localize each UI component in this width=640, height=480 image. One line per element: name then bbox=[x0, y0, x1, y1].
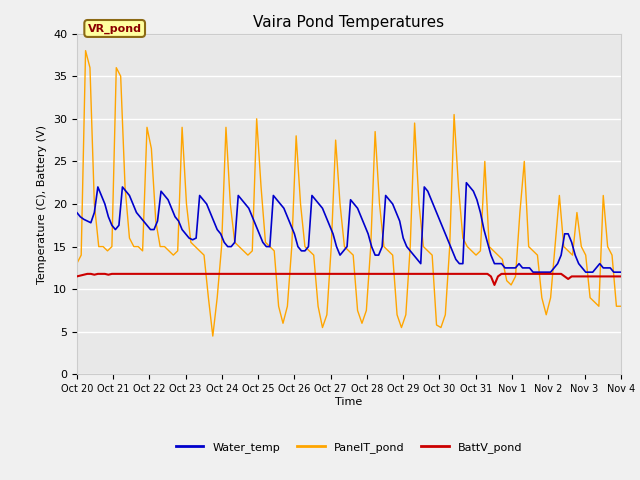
PanelT_pond bbox=[82, 48, 90, 54]
Y-axis label: Temperature (C), Battery (V): Temperature (C), Battery (V) bbox=[37, 124, 47, 284]
X-axis label: Time: Time bbox=[335, 397, 362, 407]
PanelT_pond bbox=[591, 299, 598, 305]
Water_temp bbox=[210, 218, 218, 224]
Water_temp bbox=[449, 248, 456, 254]
Water_temp bbox=[276, 201, 284, 207]
PanelT_pond bbox=[222, 124, 230, 130]
BattV_pond bbox=[213, 271, 221, 277]
Water_temp bbox=[73, 210, 81, 216]
PanelT_pond bbox=[538, 295, 546, 300]
PanelT_pond bbox=[551, 244, 559, 250]
Water_temp bbox=[617, 269, 625, 275]
Water_temp bbox=[298, 248, 305, 254]
BattV_pond bbox=[73, 274, 81, 279]
PanelT_pond bbox=[617, 303, 625, 309]
Line: PanelT_pond: PanelT_pond bbox=[77, 51, 621, 336]
BattV_pond bbox=[83, 271, 91, 277]
PanelT_pond bbox=[209, 333, 216, 339]
BattV_pond bbox=[280, 271, 288, 277]
PanelT_pond bbox=[205, 295, 212, 300]
BattV_pond bbox=[491, 282, 499, 288]
BattV_pond bbox=[301, 271, 308, 277]
Water_temp bbox=[515, 261, 523, 266]
Legend: Water_temp, PanelT_pond, BattV_pond: Water_temp, PanelT_pond, BattV_pond bbox=[172, 438, 526, 458]
Title: Vaira Pond Temperatures: Vaira Pond Temperatures bbox=[253, 15, 444, 30]
Water_temp bbox=[463, 180, 470, 186]
Water_temp bbox=[396, 218, 404, 224]
PanelT_pond bbox=[420, 244, 428, 250]
BattV_pond bbox=[452, 271, 460, 277]
BattV_pond bbox=[399, 271, 407, 277]
Text: VR_pond: VR_pond bbox=[88, 24, 141, 34]
Line: Water_temp: Water_temp bbox=[77, 183, 621, 272]
Water_temp bbox=[529, 269, 537, 275]
BattV_pond bbox=[617, 274, 625, 279]
BattV_pond bbox=[518, 271, 526, 277]
Line: BattV_pond: BattV_pond bbox=[77, 274, 621, 285]
PanelT_pond bbox=[73, 261, 81, 266]
